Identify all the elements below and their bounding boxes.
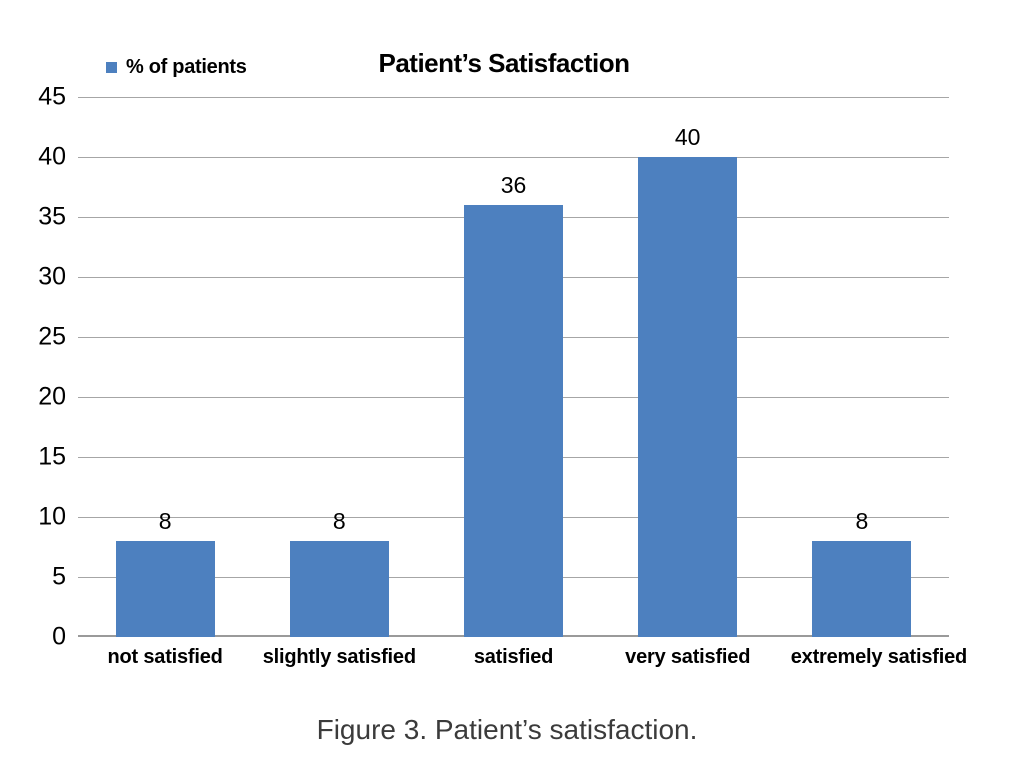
x-axis-category-label: extremely satisfied [790,646,968,668]
bar-value-label: 40 [674,124,701,150]
y-axis-tick-label: 45 [38,82,66,111]
gridline [78,97,949,98]
legend: % of patients [106,56,247,79]
y-axis-tick-label: 25 [38,322,66,351]
legend-label: % of patients [126,56,247,78]
y-axis-tick-label: 30 [38,262,66,291]
bar [812,541,912,637]
plot-area: 8 8 36 40 8 [78,97,949,637]
x-axis-category-label: not satisfied [107,646,223,668]
y-axis-tick-label: 15 [38,442,66,471]
bar [289,541,389,637]
bar-value-label: 8 [158,508,172,534]
bar [638,157,738,637]
y-axis-tick-label: 20 [38,382,66,411]
x-axis-category-label: slightly satisfied [262,646,416,668]
x-axis-category-label: very satisfied [625,646,751,668]
bar [464,205,563,637]
gridline [78,157,949,158]
x-axis-category-label: satisfied [473,646,554,668]
y-axis-tick-label: 40 [38,142,66,171]
bar [115,541,215,637]
y-axis-tick-label: 5 [52,562,66,591]
y-axis-tick-label: 0 [52,622,66,651]
legend-swatch [106,62,117,73]
chart-title: Patient’s Satisfaction [378,48,631,78]
figure-caption: Figure 3. Patient’s satisfaction. [316,714,698,745]
y-axis-tick-label: 35 [38,202,66,231]
bar-value-label: 8 [332,508,346,534]
bar-value-label: 8 [855,508,869,534]
bar-value-label: 36 [500,172,527,198]
y-axis-tick-label: 10 [38,502,66,531]
